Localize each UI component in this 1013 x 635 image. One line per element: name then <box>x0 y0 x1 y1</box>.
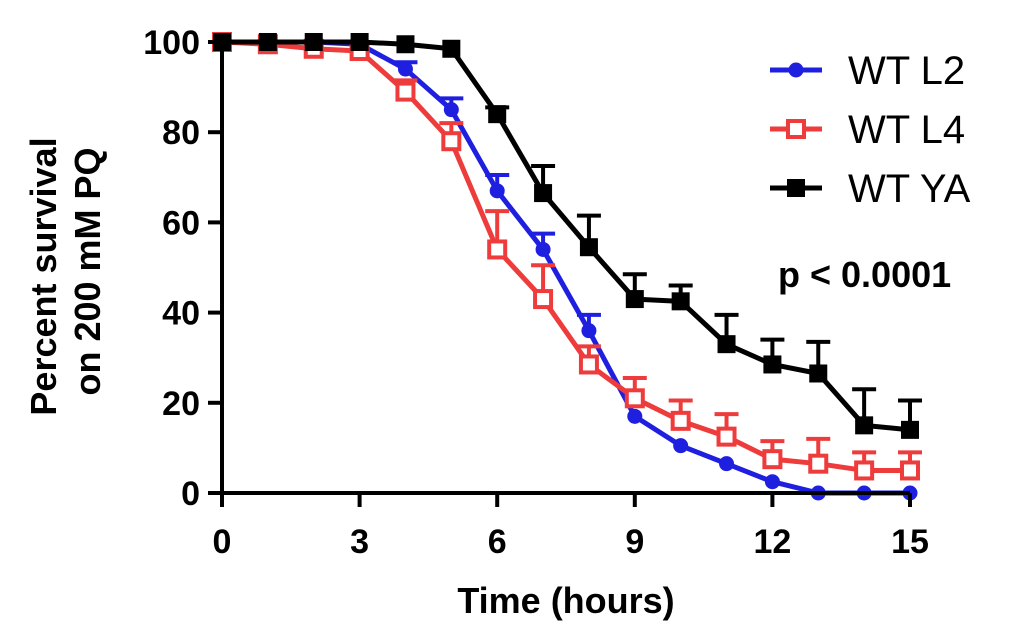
data-point <box>258 33 277 51</box>
data-point <box>716 426 737 447</box>
y-axis-title: Percent survival on 200 mM PQ <box>23 127 108 415</box>
data-point <box>579 238 598 257</box>
axes-layer <box>220 42 910 495</box>
data-point <box>717 335 736 354</box>
data-point <box>489 183 505 199</box>
y-axis-title-line-1: Percent survival <box>23 137 64 415</box>
data-point <box>854 460 875 481</box>
data-point <box>397 61 413 77</box>
x-axis-title: Time (hours) <box>457 580 674 621</box>
data-point <box>900 460 920 481</box>
data-point <box>855 416 874 435</box>
data-point <box>901 420 919 439</box>
data-point <box>488 105 507 124</box>
y-tick-label: 100 <box>143 24 200 62</box>
y-tick-label: 80 <box>162 114 200 152</box>
legend-marker <box>786 119 806 139</box>
data-point <box>533 289 554 310</box>
y-tick-label: 20 <box>162 385 200 423</box>
data-point <box>350 33 369 51</box>
legend-item: WT YA <box>770 167 971 211</box>
legend-item: WT L2 <box>770 49 965 93</box>
data-point <box>578 354 599 375</box>
x-tick-label: 6 <box>488 523 507 561</box>
ticks-layer: 0 20 40 60 80 100 0 3 6 9 12 15 <box>143 24 929 561</box>
legend-item: WT L4 <box>770 108 965 152</box>
data-point <box>396 35 415 54</box>
x-tick-label: 0 <box>213 523 232 561</box>
legend-label: WT L2 <box>848 49 965 93</box>
series-wt-l4 <box>212 32 922 481</box>
data-point <box>581 323 597 339</box>
data-point <box>535 241 551 257</box>
data-point <box>719 456 735 472</box>
data-point <box>625 290 644 309</box>
data-point <box>762 449 783 470</box>
x-tick-label: 3 <box>350 523 369 561</box>
y-tick-label: 40 <box>162 295 200 333</box>
x-tick-label: 9 <box>625 523 644 561</box>
series-line <box>222 39 911 433</box>
series-layer <box>212 32 922 501</box>
series-line <box>221 39 910 473</box>
data-point <box>442 39 461 58</box>
legend-marker <box>787 179 805 197</box>
p-value-annotation: p < 0.0001 <box>778 254 951 295</box>
x-tick-label: 12 <box>753 523 791 561</box>
data-point <box>808 453 829 474</box>
data-point <box>443 102 459 118</box>
data-point <box>809 364 828 383</box>
data-point <box>673 438 689 454</box>
data-point <box>624 388 645 409</box>
data-point <box>534 184 553 203</box>
data-point <box>441 131 462 152</box>
legend-label: WT L4 <box>848 108 965 152</box>
legend-marker <box>788 62 804 78</box>
y-tick-label: 0 <box>181 475 200 513</box>
x-tick-label: 15 <box>891 523 929 561</box>
y-axis-title-line-2: on 200 mM PQ <box>67 147 108 395</box>
data-point <box>304 33 323 51</box>
data-point <box>627 408 643 424</box>
legend-label: WT YA <box>848 167 971 211</box>
data-point <box>395 81 416 102</box>
data-point <box>487 239 508 260</box>
data-point <box>764 474 780 490</box>
series-wt-ya <box>213 33 922 439</box>
legend: WT L2 WT L4 WT YA <box>770 49 971 211</box>
data-point <box>670 410 691 431</box>
data-point <box>763 355 782 374</box>
y-tick-label: 60 <box>162 204 200 242</box>
data-point <box>671 292 690 311</box>
